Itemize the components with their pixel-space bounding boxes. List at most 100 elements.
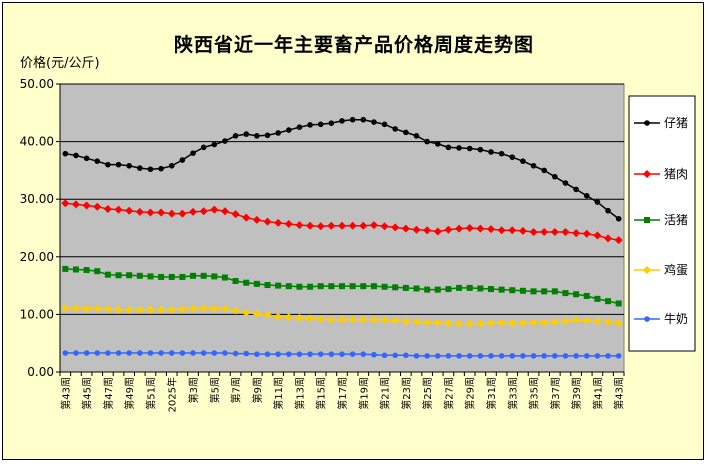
data-point — [434, 286, 441, 293]
data-point — [339, 283, 345, 290]
data-point — [444, 319, 453, 328]
y-axis: 0.00 10.00 20.00 30.00 40.00 50.00 — [20, 77, 61, 379]
x-tick-label: 第23周 — [400, 377, 413, 410]
data-point — [529, 319, 538, 328]
data-point — [455, 319, 464, 328]
data-point — [413, 353, 420, 359]
data-point — [146, 305, 155, 314]
data-point — [604, 317, 613, 326]
data-point — [498, 353, 505, 359]
data-point — [190, 350, 196, 356]
y-tick-label: 0.00 — [27, 365, 54, 379]
x-tick-label: 第31周 — [485, 377, 498, 410]
x-tick-label: 第27周 — [442, 377, 455, 410]
data-point — [61, 304, 70, 313]
data-point — [82, 201, 91, 210]
data-point — [434, 353, 441, 359]
data-point — [509, 154, 516, 160]
data-point — [114, 305, 123, 314]
data-point — [509, 353, 516, 359]
data-point — [466, 284, 473, 291]
x-tick-label: 第19周 — [357, 377, 370, 410]
x-tick-label: 第5周 — [208, 377, 221, 403]
data-point — [105, 161, 111, 168]
data-point — [147, 166, 154, 173]
data-point — [562, 353, 569, 359]
x-tick-label: 第41周 — [591, 377, 604, 410]
data-point — [327, 221, 336, 230]
data-point — [349, 116, 356, 123]
data-point — [402, 284, 409, 291]
data-point — [93, 202, 102, 211]
data-point — [189, 207, 198, 216]
data-point — [520, 158, 526, 164]
data-point — [243, 350, 250, 357]
data-point — [412, 225, 421, 234]
data-point — [466, 145, 473, 152]
data-point — [103, 305, 112, 314]
data-point — [83, 350, 90, 356]
x-tick-label: 第37周 — [549, 377, 562, 410]
data-point — [349, 283, 356, 290]
data-point — [83, 155, 90, 162]
data-point — [369, 221, 378, 230]
data-point — [401, 317, 410, 326]
x-tick-label: 第51周 — [144, 377, 157, 410]
data-point — [338, 315, 346, 324]
data-point — [360, 283, 367, 290]
data-point — [412, 317, 421, 326]
data-point — [62, 150, 69, 157]
data-point — [348, 221, 357, 230]
data-point — [317, 351, 324, 357]
data-point — [615, 215, 622, 222]
data-point — [359, 221, 368, 230]
series-diamond — [61, 304, 623, 328]
data-point — [62, 265, 69, 272]
data-point — [211, 141, 218, 148]
data-point — [551, 288, 558, 295]
data-point — [424, 138, 430, 145]
data-point — [307, 283, 314, 290]
data-point — [380, 316, 389, 325]
data-point — [445, 286, 452, 293]
data-point — [254, 133, 260, 139]
data-point — [167, 305, 176, 314]
x-axis: 第43周 第45周 第47周 第49周 第51周 2025年 第3周 第5周 第7周 第9周 第11… — [59, 371, 626, 412]
x-tick-label: 第7周 — [230, 377, 243, 403]
data-point — [71, 304, 80, 313]
data-point — [242, 308, 251, 317]
legend-label: 猪肉 — [664, 167, 688, 181]
data-point — [222, 138, 228, 144]
data-point — [316, 315, 325, 324]
data-point — [284, 219, 293, 228]
data-point — [264, 282, 271, 289]
legend-marker — [643, 170, 651, 178]
legend-label: 鸡蛋 — [664, 262, 688, 277]
data-point — [285, 351, 292, 357]
data-point — [594, 199, 601, 205]
x-tick-label: 第45周 — [81, 377, 94, 410]
data-point — [252, 215, 261, 224]
data-point — [561, 317, 570, 326]
data-point — [284, 313, 293, 322]
data-point — [243, 131, 250, 137]
legend-entry: 仔猪 — [634, 116, 688, 130]
data-point — [168, 162, 175, 169]
x-tick-label: 第35周 — [528, 377, 541, 410]
x-tick-label: 第25周 — [421, 377, 434, 410]
data-point — [231, 306, 240, 315]
data-point — [253, 280, 260, 287]
data-point — [540, 228, 549, 237]
data-point — [529, 228, 538, 237]
data-point — [348, 315, 357, 324]
data-point — [360, 116, 367, 123]
data-point — [530, 288, 537, 295]
data-point — [518, 319, 527, 328]
legend-entry: 猪肉 — [634, 167, 688, 181]
data-point — [583, 292, 590, 299]
series-lines — [61, 116, 623, 359]
data-point — [518, 226, 527, 235]
series-circle — [62, 350, 622, 359]
data-point — [136, 272, 143, 279]
data-point — [519, 287, 526, 294]
